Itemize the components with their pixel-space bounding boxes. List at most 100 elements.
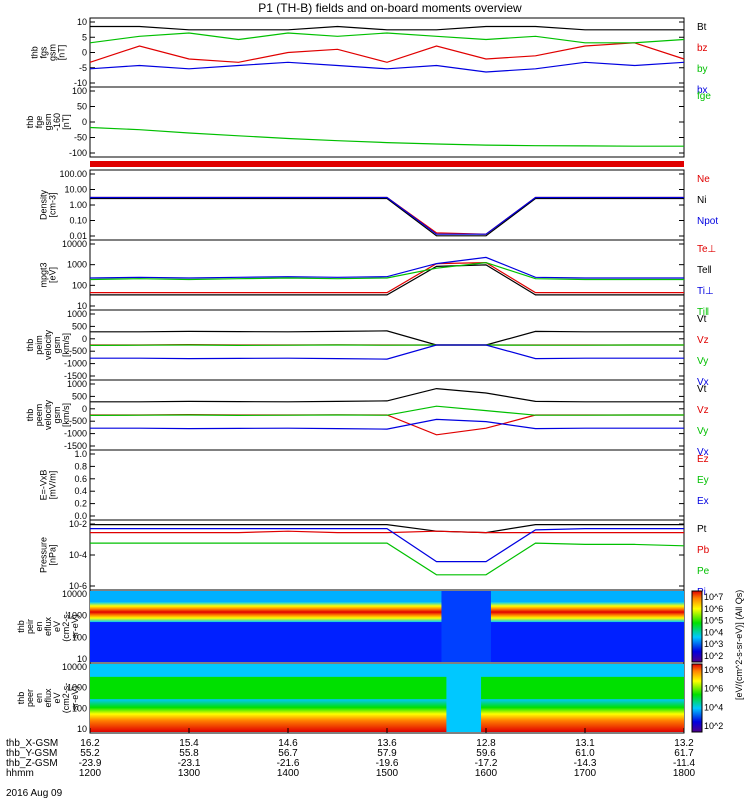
series-0-2 <box>89 32 685 44</box>
xaxis-value-3-5: 1700 <box>574 768 597 779</box>
ytick-label-4-4: -1000 <box>64 359 87 369</box>
panel-frame-7 <box>89 519 685 591</box>
ytick-label-7-1: 10-4 <box>69 550 87 560</box>
ytick-label-4-2: 0 <box>82 334 87 344</box>
ytick-label-8-0: 10000 <box>62 589 87 599</box>
xaxis-value-1-3: 57.9 <box>377 748 397 759</box>
xaxis-value-0-2: 14.6 <box>278 738 298 749</box>
ytick-label-4-3: -500 <box>69 346 87 356</box>
legend-5-2: Vy <box>697 426 708 437</box>
series-5-0 <box>90 387 684 403</box>
xaxis-value-1-6: 61.7 <box>674 748 694 759</box>
ylabel-line-8-5: (cm2-s- <box>61 611 71 642</box>
ytick-label-5-3: -500 <box>69 416 87 426</box>
ytick-label-9-1: 1000 <box>67 683 87 693</box>
ylabel-line-0-1: fgs <box>39 46 49 59</box>
ylabel-line-7-0: Pressure <box>39 537 49 573</box>
date-label: 2016 Aug 09 <box>6 788 63 799</box>
xaxis-value-3-3: 1500 <box>376 768 399 779</box>
ylabel-line-8-0: thb <box>16 620 26 633</box>
ylabel-2: Density [cm-3] <box>39 189 58 220</box>
series-2-2 <box>90 196 684 235</box>
ytick-label-8-2: 100 <box>72 632 87 642</box>
ylabel-line-4-3: gsm <box>52 336 62 353</box>
ylabel-line-2-0: Density <box>39 189 49 220</box>
ylabel-line-1-3: -160 <box>52 113 62 131</box>
xaxis-value-1-0: 55.2 <box>80 748 100 759</box>
legend-0-1: bz <box>697 43 708 54</box>
ytick-label-6-0: 1.0 <box>74 449 87 459</box>
ylabel-line-1-0: thb <box>25 116 35 129</box>
series-0-1 <box>89 42 685 63</box>
ylabel-line-4-4: [km/s] <box>61 333 71 357</box>
ytick-label-2-3: 0.10 <box>69 216 87 226</box>
ylabel-line-5-2: velocity <box>43 399 53 430</box>
legend-4-1: Vz <box>697 335 709 346</box>
ytick-label-3-2: 100 <box>72 280 87 290</box>
ylabel-5: thb peem velocity gsm [km/s] <box>25 399 71 430</box>
series-1-0 <box>89 126 684 147</box>
ylabel-line-6-0: E=-VxB <box>39 470 49 501</box>
ytick-label-6-3: 0.4 <box>74 486 87 496</box>
legend-5-1: Vz <box>697 405 709 416</box>
panel-frame-2 <box>89 169 685 241</box>
ylabel-7: Pressure [nPa] <box>39 537 58 573</box>
ylabel-line-0-0: thb <box>30 46 40 59</box>
xaxis-value-3-0: 1200 <box>79 768 102 779</box>
xaxis-value-1-1: 55.8 <box>179 748 199 759</box>
xaxis-value-0-4: 12.8 <box>476 738 496 749</box>
series-7-0 <box>90 523 684 534</box>
xaxis-value-1-2: 56.7 <box>278 748 298 759</box>
xaxis-value-3-2: 1400 <box>277 768 300 779</box>
series-4-0 <box>90 330 684 346</box>
ytick-label-6-2: 0.6 <box>74 474 87 484</box>
ytick-label-3-3: 10 <box>77 301 87 311</box>
series-3-1 <box>90 264 684 296</box>
ytick-label-2-4: 0.01 <box>69 231 87 241</box>
ytick-label-0-1: 5 <box>82 32 87 42</box>
ylabel-8: thb peir en eflux eV (cm2-s-sr-eV) <box>16 611 80 642</box>
ylabel-line-9-1: peer <box>25 689 35 707</box>
xaxis-value-1-4: 59.6 <box>476 748 496 759</box>
xaxis-value-2-6: -11.4 <box>673 758 695 769</box>
ylabel-line-5-3: gsm <box>52 406 62 423</box>
colorbar-tick-9-2: 10^4 <box>704 702 723 712</box>
ylabel-line-7-1: [nPa] <box>48 544 58 565</box>
ylabel-4: thb peim velocity gsm [km/s] <box>25 329 71 360</box>
legend-4-3: Vx <box>697 377 709 388</box>
e-gap-9 <box>446 664 482 732</box>
ylabel-line-2-1: [cm-3] <box>48 192 58 217</box>
series-5-3 <box>90 418 684 430</box>
ion-band-8 <box>90 602 684 623</box>
ylabel-line-9-4: eV <box>52 692 62 703</box>
ylabel-1: thb fge gsm -160 [nT] <box>25 113 71 131</box>
xaxis-value-3-6: 1800 <box>673 768 696 779</box>
ytick-label-5-5: -1500 <box>64 441 87 451</box>
colorbar-tick-8-0: 10^7 <box>704 592 723 602</box>
ylabel-line-1-2: gsm <box>43 113 53 130</box>
ylabel-line-8-1: peir <box>25 619 35 634</box>
ytick-label-2-0: 100.00 <box>59 169 87 179</box>
xaxis-value-0-6: 13.2 <box>674 738 694 749</box>
ylabel-line-5-0: thb <box>25 409 35 422</box>
series-3-2 <box>89 256 684 279</box>
xaxis-value-3-1: 1300 <box>178 768 201 779</box>
xaxis-value-0-5: 13.1 <box>575 738 595 749</box>
colorbar-label: [eV/(cm^2-s-sr-eV)] (All Qs) <box>734 590 744 700</box>
ylabel-line-3-0: mpgt3 <box>39 262 49 287</box>
ylabel-line-1-4: [nT] <box>61 114 71 130</box>
series-0-0 <box>90 25 684 31</box>
ytick-label-1-4: -100 <box>69 148 87 158</box>
ylabel-line-3-1: [eV] <box>48 267 58 283</box>
series-2-1 <box>90 197 684 237</box>
ytick-label-6-4: 0.2 <box>74 499 87 509</box>
xaxis-value-0-0: 16.2 <box>80 738 100 749</box>
panel-frame-6 <box>89 449 685 521</box>
colorbar-tick-8-1: 10^6 <box>704 604 723 614</box>
ytick-label-5-1: 500 <box>72 391 87 401</box>
series-4-3 <box>90 344 684 360</box>
legend-2-1: Ni <box>697 195 706 206</box>
legend-5-3: Vx <box>697 447 709 458</box>
colorbar-tick-9-0: 10^8 <box>704 665 723 675</box>
